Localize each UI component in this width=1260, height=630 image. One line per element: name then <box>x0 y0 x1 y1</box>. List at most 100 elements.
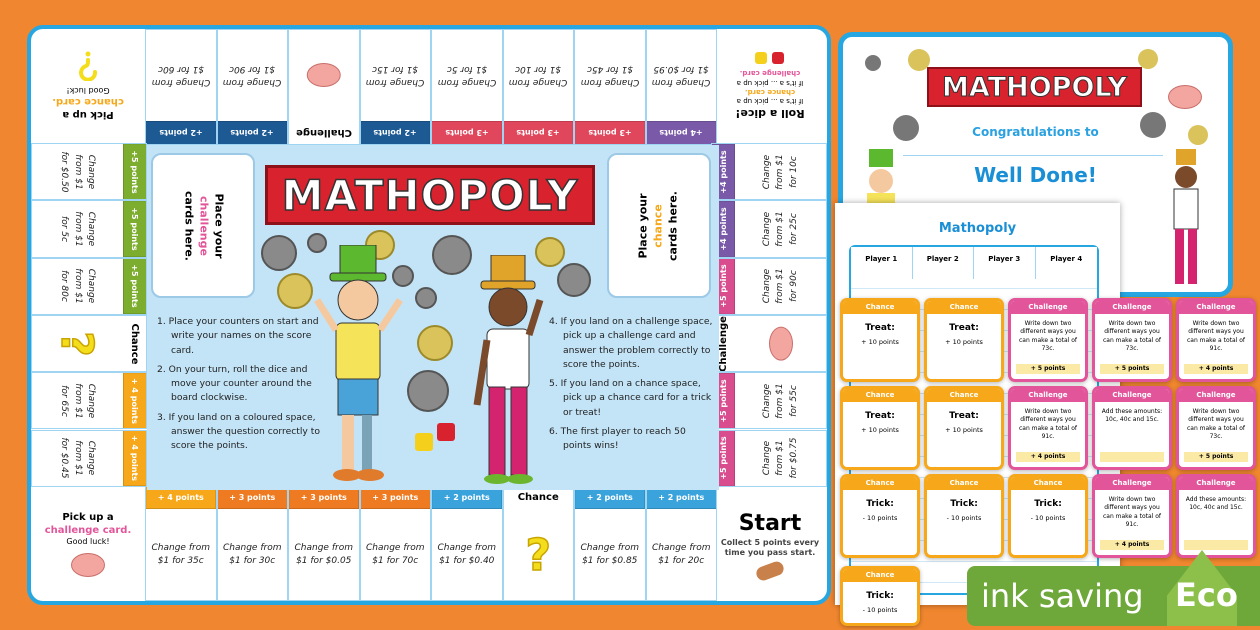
board-space[interactable]: +3 points Change from $1 for 45c <box>574 29 646 145</box>
board-space[interactable]: + 4 points Change from $1 for $0.45 <box>31 429 147 487</box>
challenge-space[interactable]: Challenge <box>288 29 360 145</box>
card-points: + 4 points <box>1184 364 1248 374</box>
chance-card[interactable]: Chance Treat: + 10 points <box>840 298 920 382</box>
chance-card[interactable]: Chance Treat: + 10 points <box>924 386 1004 470</box>
chance-card[interactable]: Chance Trick: - 10 points <box>840 474 920 558</box>
corner-text: If it's a ... pick up a <box>736 78 804 87</box>
card-text: Write down two different ways you can ma… <box>1186 408 1246 441</box>
board-space[interactable]: +3 points Change from $1 for 10c <box>502 29 574 145</box>
card-header: Challenge <box>1095 389 1169 402</box>
board-space[interactable]: + 3 points Change from $1 for 30c <box>216 485 288 601</box>
boy-character <box>867 149 895 209</box>
question-text: Change from $1 for $0.45 <box>59 437 97 479</box>
card-header: Chance <box>843 389 917 402</box>
board-space[interactable]: + 2 points Change from $1 for 20c <box>645 485 717 601</box>
card-header: Chance <box>927 477 1001 490</box>
points-badge: + 2 points <box>574 486 645 509</box>
instructions-right: 4. If you land on a challenge space, pic… <box>549 315 714 458</box>
chance-card-slot[interactable]: Place your chance cards here. <box>607 153 711 298</box>
chance-card[interactable]: Chance Treat: + 10 points <box>924 298 1004 382</box>
board-space[interactable]: + 4 points Change from $1 for 35c <box>145 485 217 601</box>
question-text: Change from $1 for $0.50 <box>59 151 97 193</box>
chance-card[interactable]: Chance Trick: - 10 points <box>1008 474 1088 558</box>
challenge-card[interactable]: Challenge Write down two different ways y… <box>1008 386 1088 470</box>
board-space[interactable]: +5 points Change from $1 for 5c <box>31 200 147 258</box>
challenge-card[interactable]: Challenge Write down two different ways y… <box>1008 298 1088 382</box>
brain-icon <box>306 63 341 87</box>
score-sheet-title: Mathopoly <box>938 221 1017 236</box>
challenge-card[interactable]: Challenge Write down two different ways y… <box>1092 298 1172 382</box>
coin-icon <box>557 263 591 297</box>
question-text: Change from $1 for 70c <box>366 542 425 567</box>
board-space[interactable]: +2 points Change from $1 for 60c <box>145 29 217 145</box>
corner-title: Roll a dice! <box>735 107 805 121</box>
board-space[interactable]: + 4 points Change from $1 for 65c <box>31 372 147 430</box>
space-content: +5 points Change from $1 for 80c <box>32 258 146 314</box>
space-content: +5 points Change from $1 for $0.75 <box>712 430 826 486</box>
question-text: Change from $1 for 15c <box>366 64 425 88</box>
chance-card[interactable]: Chance Treat: + 10 points <box>840 386 920 470</box>
card-title: Treat: <box>865 323 895 333</box>
board-space[interactable]: +4 points Change from $1 for $0.95 <box>645 29 717 145</box>
card-text: Write down two different ways you can ma… <box>1018 408 1078 441</box>
space-content: +5 points Change from $1 for 5c <box>32 201 146 257</box>
space-content: +3 points Change from $1 for 10c <box>503 30 574 144</box>
slot-text: chance <box>651 203 665 248</box>
space-content: +5 points Change from $1 for $0.50 <box>32 144 146 200</box>
chance-card[interactable]: Chance Trick: - 10 points <box>924 474 1004 558</box>
board-space[interactable]: +5 points Change from $1 for 90c <box>711 257 827 315</box>
card-points: + 4 points <box>1100 540 1164 550</box>
board-space[interactable]: + 3 points Change from $1 for $0.05 <box>288 485 360 601</box>
challenge-card[interactable]: Challenge Add these amounts: 10c, 40c and… <box>1092 386 1172 470</box>
board-space[interactable]: + 2 points Change from $1 for $0.40 <box>431 485 503 601</box>
board-space[interactable]: +5 points Change from $1 for $0.50 <box>31 143 147 201</box>
challenge-card[interactable]: Challenge Add these amounts: 10c, 40c and… <box>1176 474 1256 558</box>
ink-saving-eco-badge: ink saving Eco <box>967 550 1260 626</box>
points-badge: + 2 points <box>646 486 717 509</box>
board-space[interactable]: +4 points Change from $1 for 25c <box>711 200 827 258</box>
chance-space[interactable]: Chance? <box>502 485 574 601</box>
points-badge: + 4 points <box>145 486 216 509</box>
card-header: Chance <box>1011 477 1085 490</box>
well-done-text: Well Done! <box>974 163 1097 187</box>
coin-icon <box>865 55 881 71</box>
instructions-left: 1. Place your counters on start and writ… <box>157 315 327 458</box>
board-space[interactable]: +4 points Change from $1 for 10c <box>711 143 827 201</box>
coin-icon <box>893 115 919 141</box>
challenge-card[interactable]: Challenge Write down two different ways y… <box>1092 474 1172 558</box>
card-points: + 5 points <box>1184 452 1248 462</box>
question-text: Change from $1 for 20c <box>652 542 711 567</box>
space-content: + 3 points Change from $1 for $0.05 <box>288 486 359 600</box>
card-points: + 5 points <box>1016 364 1080 374</box>
board-space[interactable]: +3 points Change from $1 for 5c <box>431 29 503 145</box>
corner-text: chance card. <box>744 88 796 97</box>
space-content: +2 points Change from $1 for 15c <box>360 30 431 144</box>
red-dice-icon <box>437 423 455 441</box>
points-badge: +5 points <box>123 144 146 200</box>
girl-character <box>473 255 544 484</box>
challenge-card-slot[interactable]: Place your challenge cards here. <box>151 153 255 298</box>
challenge-card[interactable]: Challenge Write down two different ways y… <box>1176 386 1256 470</box>
corner-start[interactable]: Start Collect 5 points every time you pa… <box>713 487 827 601</box>
challenge-card[interactable]: Challenge Write down two different ways y… <box>1176 298 1256 382</box>
board-space[interactable]: +5 points Change from $1 for $0.75 <box>711 429 827 487</box>
challenge-space[interactable]: Challenge <box>711 314 827 373</box>
question-text: Change from $1 for 30c <box>223 542 282 567</box>
question-text: Change from $1 for 25c <box>761 211 799 247</box>
board-space[interactable]: +2 points Change from $1 for 15c <box>359 29 431 145</box>
board-space[interactable]: + 3 points Change from $1 for 70c <box>359 485 431 601</box>
board-space[interactable]: +5 points Change from $1 for 55c <box>711 372 827 430</box>
question-text: Change from $1 for $0.40 <box>437 542 496 567</box>
card-points: + 10 points <box>945 338 983 346</box>
card-title: Treat: <box>949 323 979 333</box>
board-space[interactable]: + 2 points Change from $1 for $0.85 <box>574 485 646 601</box>
card-points: - 10 points <box>862 514 898 522</box>
board-space[interactable]: +2 points Change from $1 for 90c <box>216 29 288 145</box>
board-space[interactable]: +5 points Change from $1 for 80c <box>31 257 147 315</box>
points-badge: + 4 points <box>123 373 146 429</box>
question-text: Change from $1 for 5c <box>59 211 97 247</box>
points-badge: +2 points <box>360 121 431 144</box>
chance-space[interactable]: Chance? <box>31 314 147 373</box>
points-badge: + 3 points <box>288 486 359 509</box>
chance-card[interactable]: Chance Trick: - 10 points <box>840 566 920 626</box>
